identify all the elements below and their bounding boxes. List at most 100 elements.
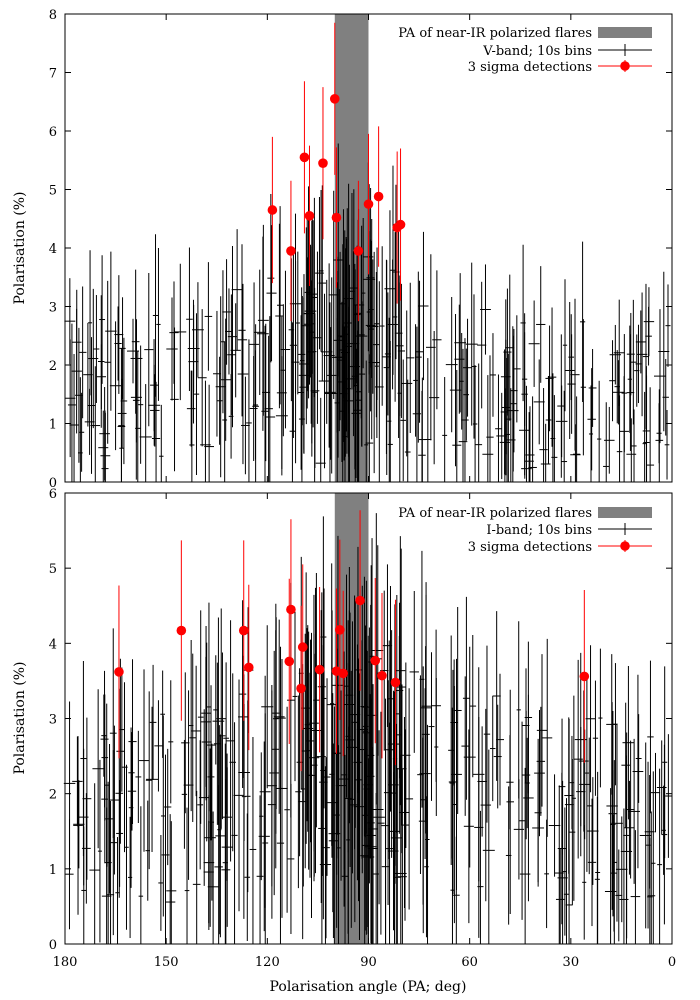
detection-point xyxy=(304,145,315,287)
data-point xyxy=(582,824,587,940)
data-point xyxy=(200,656,212,787)
data-point xyxy=(506,735,514,830)
data-point xyxy=(301,691,306,887)
detection-point xyxy=(114,585,124,759)
detection-marker xyxy=(304,211,315,221)
data-point xyxy=(145,691,153,870)
data-point xyxy=(289,322,296,482)
data-point xyxy=(188,640,194,812)
data-point xyxy=(586,737,592,875)
data-point xyxy=(233,679,245,912)
data-point xyxy=(453,606,462,815)
data-point xyxy=(548,774,561,877)
data-point xyxy=(626,334,635,451)
data-point xyxy=(216,608,227,829)
data-point xyxy=(138,345,144,464)
data-point xyxy=(363,635,374,934)
data-point xyxy=(588,348,597,427)
data-point xyxy=(192,790,201,944)
detection-point xyxy=(355,510,365,691)
data-point xyxy=(647,811,656,944)
data-point xyxy=(166,297,178,401)
data-point xyxy=(181,672,190,814)
data-point xyxy=(463,348,470,441)
data-point xyxy=(615,849,623,942)
data-point xyxy=(557,772,566,925)
y-tick-label: 5 xyxy=(49,562,57,577)
data-point xyxy=(189,370,195,482)
data-point xyxy=(109,750,118,936)
data-point xyxy=(450,659,458,786)
data-point xyxy=(516,621,521,799)
data-point xyxy=(101,694,107,777)
data-point xyxy=(292,611,298,782)
data-point xyxy=(615,816,628,923)
y-axis-label: Polarisation (%) xyxy=(12,661,28,774)
data-point xyxy=(635,310,646,374)
data-point xyxy=(419,550,425,808)
data-point xyxy=(362,649,371,816)
data-point xyxy=(387,317,392,482)
data-point xyxy=(148,364,161,446)
data-point xyxy=(518,721,526,920)
data-point xyxy=(318,293,331,469)
data-point xyxy=(90,366,101,482)
data-point xyxy=(587,798,597,927)
data-point xyxy=(333,143,344,377)
detection-point xyxy=(286,180,296,322)
data-point xyxy=(92,689,104,849)
data-point xyxy=(317,592,326,782)
data-point xyxy=(135,730,142,824)
data-point xyxy=(302,625,314,832)
data-point xyxy=(658,271,670,432)
data-point xyxy=(226,620,235,862)
y-tick-label: 2 xyxy=(49,788,57,803)
data-point xyxy=(606,654,618,795)
data-point xyxy=(266,225,277,362)
data-point xyxy=(181,739,188,849)
data-point xyxy=(64,339,76,458)
detection-point xyxy=(284,578,295,745)
data-point xyxy=(557,780,568,944)
data-point xyxy=(237,291,248,388)
data-point xyxy=(471,294,477,439)
data-point xyxy=(114,306,122,381)
data-point xyxy=(127,318,139,384)
data-point xyxy=(315,397,326,482)
data-point xyxy=(665,734,672,858)
y-axis-label: Polarisation (%) xyxy=(12,191,28,304)
data-point xyxy=(105,251,117,411)
data-point xyxy=(222,342,228,482)
data-point xyxy=(585,645,596,793)
y-tick-label: 3 xyxy=(49,713,57,728)
data-point xyxy=(75,327,83,463)
data-point xyxy=(73,780,85,869)
data-point xyxy=(146,706,159,852)
data-point xyxy=(150,374,160,447)
data-point xyxy=(424,358,432,482)
data-point xyxy=(277,206,284,405)
data-point xyxy=(128,659,137,824)
data-point xyxy=(650,752,661,833)
data-point xyxy=(231,722,238,944)
data-point xyxy=(343,574,350,798)
data-point xyxy=(222,259,231,365)
detection-point xyxy=(373,126,384,267)
legend-swatch-band xyxy=(598,27,652,38)
detection-marker xyxy=(318,158,328,168)
data-point xyxy=(475,363,483,482)
data-point xyxy=(158,835,164,931)
data-point xyxy=(109,725,120,875)
data-point xyxy=(396,275,404,417)
data-point xyxy=(661,744,668,925)
data-point xyxy=(221,779,231,944)
data-point xyxy=(513,315,521,423)
detection-point xyxy=(392,151,402,304)
data-point xyxy=(118,385,125,466)
data-point xyxy=(249,737,257,944)
detection-marker xyxy=(286,246,296,256)
data-point xyxy=(463,646,476,868)
data-point xyxy=(138,806,144,944)
detection-point xyxy=(370,577,381,744)
data-point xyxy=(289,252,297,438)
